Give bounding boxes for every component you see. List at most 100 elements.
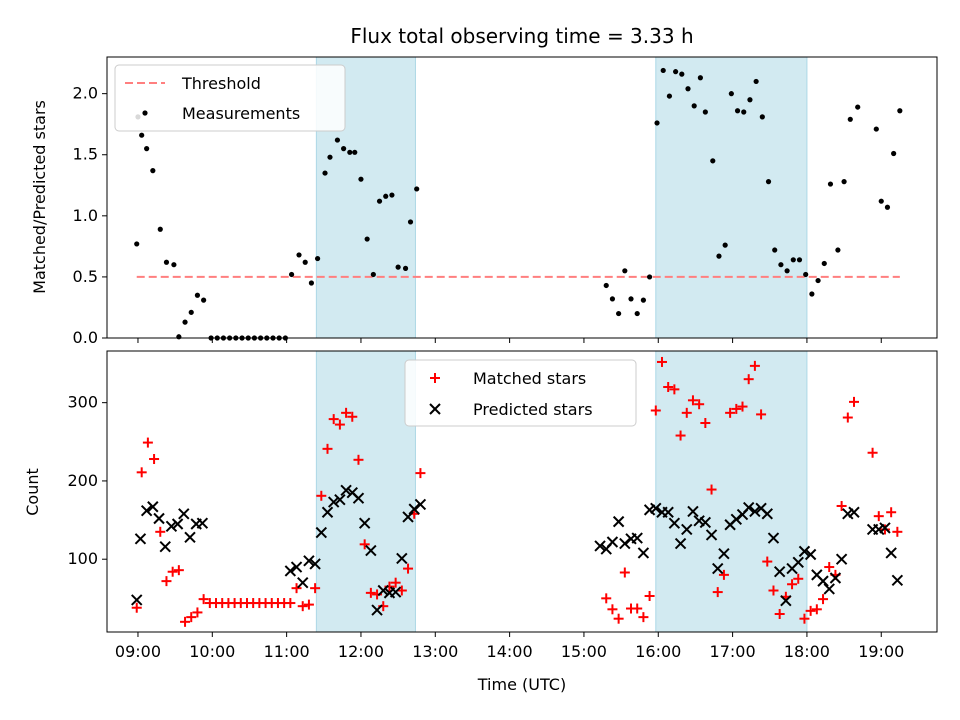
measurement-point xyxy=(790,257,796,263)
matched-star-point xyxy=(334,419,345,430)
measurement-point xyxy=(841,179,847,185)
x-tick-label: 17:00 xyxy=(710,642,756,661)
predicted-star-point xyxy=(171,518,184,530)
bottom-y-axis-label: Count xyxy=(23,468,42,516)
measurement-point xyxy=(835,247,841,253)
x-tick-label: 15:00 xyxy=(561,642,607,661)
predicted-star-point xyxy=(134,533,147,545)
x-tick-label: 12:00 xyxy=(338,642,384,661)
x-stroke-2 xyxy=(749,505,761,518)
matched-star-point xyxy=(700,418,711,429)
x-tick-label: 18:00 xyxy=(784,642,830,661)
x-stroke-2 xyxy=(798,545,811,558)
predicted-star-point xyxy=(334,494,346,506)
top-shaded-intervals xyxy=(315,56,808,339)
measurement-point xyxy=(376,198,383,204)
x-stroke-2 xyxy=(327,496,340,508)
x-stroke-2 xyxy=(196,517,209,529)
x-stroke-2 xyxy=(705,529,718,541)
x-stroke-2 xyxy=(817,575,829,587)
matched-star-point xyxy=(310,583,321,594)
x-stroke-2 xyxy=(811,569,823,581)
matched-star-point xyxy=(347,411,358,422)
predicted-star-point xyxy=(773,566,786,578)
predicted-star-point xyxy=(780,594,792,607)
measurement-point xyxy=(201,297,207,303)
x-stroke-2 xyxy=(668,517,681,529)
measurement-point xyxy=(827,181,834,187)
matched-star-point xyxy=(768,585,779,596)
x-stroke-2 xyxy=(879,522,891,534)
x-stroke-2 xyxy=(153,512,165,525)
x-stroke-2 xyxy=(414,498,427,511)
x-tick-label: 11:00 xyxy=(264,642,310,661)
measurement-point xyxy=(144,146,150,152)
measurement-point xyxy=(139,132,145,138)
x-stroke-2 xyxy=(297,576,309,589)
predicted-star-point xyxy=(414,498,427,511)
predicted-star-point xyxy=(147,501,159,513)
x-stroke-2 xyxy=(429,403,441,415)
x-stroke-2 xyxy=(346,486,358,499)
matched-star-point xyxy=(824,562,835,573)
x-tick-label: 19:00 xyxy=(858,642,904,661)
x-stroke-2 xyxy=(891,574,904,587)
measurement-point xyxy=(891,150,897,157)
x-stroke-2 xyxy=(358,517,371,529)
x-tick-label: 16:00 xyxy=(635,642,681,661)
predicted-star-point xyxy=(606,536,619,548)
legend-predicted-label: Predicted stars xyxy=(473,400,593,419)
top-y-axis-label: Matched/Predicted stars xyxy=(30,100,49,294)
matched-star-point xyxy=(322,443,333,454)
matched-star-point xyxy=(811,604,822,615)
predicted-star-point xyxy=(309,558,321,570)
bottom-x-ticks: 09:00 10:00 11:00 12:00 13:00 14:00 15:00 16:00… xyxy=(115,632,904,661)
x-stroke-2 xyxy=(402,511,414,523)
x-stroke-2 xyxy=(371,604,383,616)
measurement-point xyxy=(176,334,182,340)
predicted-star-point xyxy=(408,503,420,515)
x-stroke-2 xyxy=(742,501,755,514)
matched-star-point xyxy=(879,524,890,535)
predicted-star-point xyxy=(159,540,171,553)
x-stroke-2 xyxy=(396,552,408,565)
x-stroke-2 xyxy=(662,506,674,518)
measurement-point xyxy=(884,204,891,210)
measurement-point xyxy=(364,236,370,242)
predicted-star-point xyxy=(321,506,334,518)
x-stroke-2 xyxy=(352,492,365,504)
matched-star-point xyxy=(886,507,897,518)
predicted-star-point xyxy=(184,531,196,543)
x-stroke-2 xyxy=(650,502,662,515)
x-stroke-2 xyxy=(389,586,402,598)
measurement-point xyxy=(772,247,778,253)
matched-star-point xyxy=(353,454,364,465)
measurement-point xyxy=(341,146,347,152)
x-stroke-2 xyxy=(761,508,773,520)
predicted-star-point xyxy=(153,512,165,525)
predicted-star-point xyxy=(761,508,773,520)
bottom-plot-frame xyxy=(106,350,938,633)
matched-star-point xyxy=(341,407,352,418)
measurement-point xyxy=(685,86,691,92)
predicted-star-point xyxy=(699,516,712,529)
top-legend-box xyxy=(114,64,346,132)
matched-star-point xyxy=(186,612,197,623)
measurement-point xyxy=(628,296,634,302)
x-stroke-2 xyxy=(284,565,297,577)
bottom-shaded-intervals xyxy=(315,350,808,633)
matched-star-point xyxy=(718,569,729,580)
measurement-point xyxy=(334,137,341,143)
predicted-star-point xyxy=(297,576,309,589)
matched-star-point xyxy=(731,403,742,414)
x-stroke-2 xyxy=(171,518,184,530)
measurement-point xyxy=(327,154,333,160)
matched-star-point xyxy=(638,612,649,623)
matched-star-point xyxy=(613,613,624,624)
matched-star-point xyxy=(756,409,767,420)
matched-star-point xyxy=(297,601,308,612)
matched-star-point xyxy=(873,511,884,522)
matched-star-point xyxy=(180,616,191,627)
predicted-star-point xyxy=(742,501,755,514)
